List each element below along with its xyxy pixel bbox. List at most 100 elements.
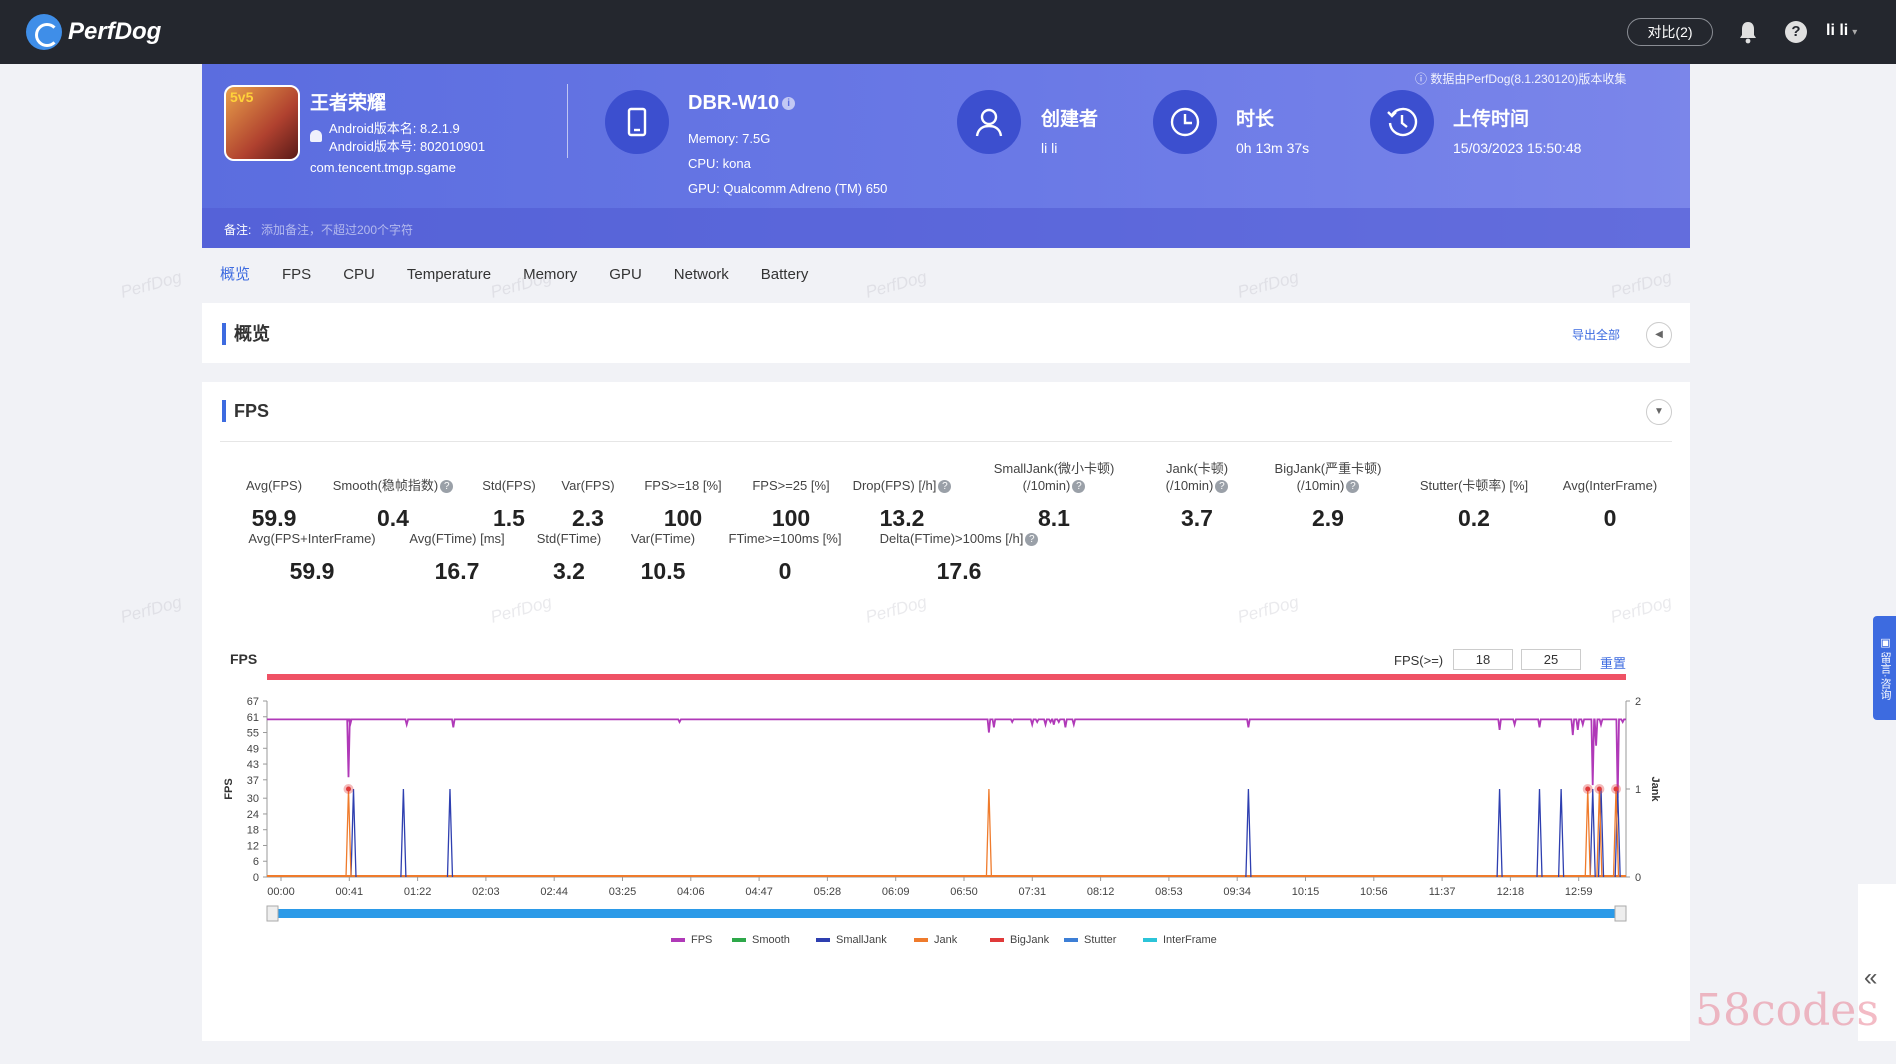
tab-fps[interactable]: FPS xyxy=(282,266,312,283)
jank-spike xyxy=(985,788,993,878)
legend-item[interactable]: InterFrame xyxy=(1163,934,1217,946)
tab-memory[interactable]: Memory xyxy=(523,266,578,283)
fps-threshold-2-input[interactable]: 25 xyxy=(1521,649,1581,670)
stat-stats_row1-0: Avg(FPS) 59.9 xyxy=(164,460,384,532)
help-icon[interactable]: ? xyxy=(1072,480,1086,494)
smalljank-spike xyxy=(1589,788,1596,878)
stat-label-line1: BigJank(严重卡顿) xyxy=(1274,461,1382,476)
y2-tick-label: 2 xyxy=(1635,696,1641,708)
tab-cpu[interactable]: CPU xyxy=(343,266,375,283)
watermark: PerfDog xyxy=(118,267,184,302)
watermark: PerfDog xyxy=(1235,267,1301,302)
stat-value: 8.1 xyxy=(1038,505,1070,531)
compare-button[interactable]: 对比(2) xyxy=(1627,18,1713,46)
perfdog-logo[interactable]: PerfDog xyxy=(26,14,161,50)
help-icon[interactable]: ? xyxy=(1785,21,1807,43)
stat-stats_row2-0: Avg(FPS+InterFrame) 59.9 xyxy=(202,530,422,585)
stat-stats_row1-9: BigJank(严重卡顿) (/10min)? 2.9 xyxy=(1218,460,1438,532)
stat-label-line1 xyxy=(1500,460,1720,477)
help-icon[interactable]: ? xyxy=(1025,533,1039,547)
user-menu[interactable]: li li ▾ xyxy=(1826,22,1857,40)
smalljank-spike xyxy=(1557,788,1565,878)
tab-battery[interactable]: Battery xyxy=(760,266,809,283)
stat-label: Avg(FPS) xyxy=(245,478,303,493)
clock-icon xyxy=(1153,90,1217,154)
game-version: Android版本名: 8.2.1.9 Android版本号: 80201090… xyxy=(329,121,486,154)
y-tick-label: 67 xyxy=(247,696,259,708)
smalljank-spike xyxy=(400,788,407,878)
stat-label: Avg(FPS+InterFrame) xyxy=(248,531,376,546)
fps-threshold-1-input[interactable]: 18 xyxy=(1453,649,1513,670)
smalljank-spike xyxy=(350,788,357,878)
tab-temperature[interactable]: Temperature xyxy=(406,266,492,283)
y2-axis-label: Jank xyxy=(1649,776,1661,802)
x-tick-label: 06:50 xyxy=(950,886,978,898)
stat-label: Drop(FPS) [/h]? xyxy=(792,477,1012,494)
fps-series-line xyxy=(267,718,1626,799)
notification-bell-icon[interactable] xyxy=(1737,20,1759,44)
game-icon: 5v5 xyxy=(224,85,300,161)
smalljank-spike xyxy=(446,788,454,878)
legend-swatch xyxy=(671,938,685,942)
slider-handle-left[interactable] xyxy=(266,905,279,922)
legend-item[interactable]: SmallJank xyxy=(836,934,887,946)
x-tick-label: 08:12 xyxy=(1087,886,1115,898)
stat-stats_row1-4: FPS>=18 [%] 100 xyxy=(573,460,793,532)
stat-label: Var(FPS) xyxy=(561,478,615,493)
y2-tick-label: 1 xyxy=(1635,784,1641,796)
stat-value: 2.3 xyxy=(572,505,604,531)
legend-item[interactable]: Stutter xyxy=(1084,934,1117,946)
legend-item[interactable]: Jank xyxy=(934,934,958,946)
user-icon xyxy=(957,90,1021,154)
stat-stats_row1-2: Std(FPS) 1.5 xyxy=(399,460,619,532)
slider-handle-right[interactable] xyxy=(1614,905,1627,922)
collapse-left-icon[interactable]: ◀ xyxy=(1646,322,1672,348)
x-tick-label: 00:00 xyxy=(267,886,295,898)
note-input[interactable]: 添加备注，不超过200个字符 xyxy=(261,223,414,237)
help-icon[interactable]: ? xyxy=(1346,480,1360,494)
collapse-panel[interactable]: « xyxy=(1858,884,1896,1041)
tab-gpu[interactable]: GPU xyxy=(609,266,642,283)
reset-button[interactable]: 重置 xyxy=(1600,656,1627,671)
device-specs: Memory: 7.5G CPU: kona GPU: Qualcomm Adr… xyxy=(688,131,888,196)
time-range-slider[interactable] xyxy=(267,909,1626,918)
stat-label: FTime>=100ms [%] xyxy=(728,531,842,546)
device-info-icon[interactable]: i xyxy=(782,97,796,111)
tab-overview[interactable]: 概览 xyxy=(220,266,251,283)
chevron-down-icon: ▾ xyxy=(1852,27,1858,38)
tab-network[interactable]: Network xyxy=(673,266,729,283)
double-chevron-left-icon: « xyxy=(1864,964,1878,991)
x-tick-label: 12:18 xyxy=(1497,886,1525,898)
help-icon[interactable]: ? xyxy=(440,480,454,494)
help-icon[interactable]: ? xyxy=(1215,480,1229,494)
stat-stats_row1-1: Smooth(稳帧指数)? 0.4 xyxy=(283,460,503,532)
collapse-down-icon[interactable]: ▼ xyxy=(1646,399,1672,425)
x-tick-label: 04:47 xyxy=(745,886,773,898)
creator-value: li li xyxy=(1041,140,1058,156)
y-tick-label: 61 xyxy=(247,712,259,724)
legend-item[interactable]: Smooth xyxy=(752,934,790,946)
y2-tick-label: 0 xyxy=(1635,872,1641,884)
stat-label: Var(FTime) xyxy=(630,531,696,546)
x-tick-label: 05:28 xyxy=(814,886,842,898)
game-name: 王者荣耀 xyxy=(310,93,387,114)
export-all-link[interactable]: 导出全部 xyxy=(1572,328,1621,342)
stat-value: 100 xyxy=(663,505,703,531)
stat-stats_row2-3: Var(FTime) 10.5 xyxy=(553,530,773,585)
feedback-side-tab[interactable]: ▣ 留言·咨询 xyxy=(1873,616,1896,720)
legend-item[interactable]: FPS xyxy=(691,934,712,946)
android-icon xyxy=(310,130,322,142)
help-icon[interactable]: ? xyxy=(938,480,952,494)
note-bar: 备注: 添加备注，不超过200个字符 xyxy=(202,208,1690,248)
device-name: DBR-W10 i xyxy=(688,92,796,115)
app-name: PerfDog xyxy=(68,18,162,45)
legend-item[interactable]: BigJank xyxy=(1010,934,1050,946)
stat-label: (/10min)? xyxy=(944,477,1164,494)
stat-stats_row1-11: Avg(InterFrame) 0 xyxy=(1500,460,1720,532)
label-bar xyxy=(267,674,1626,680)
y-axis-label: FPS xyxy=(223,778,235,799)
stat-label: Stutter(卡顿率) [%] xyxy=(1419,478,1529,493)
label-bar-text: label1 xyxy=(930,674,962,676)
stat-stats_row1-3: Var(FPS) 2.3 xyxy=(478,460,698,532)
stat-value: 1.5 xyxy=(493,505,525,531)
